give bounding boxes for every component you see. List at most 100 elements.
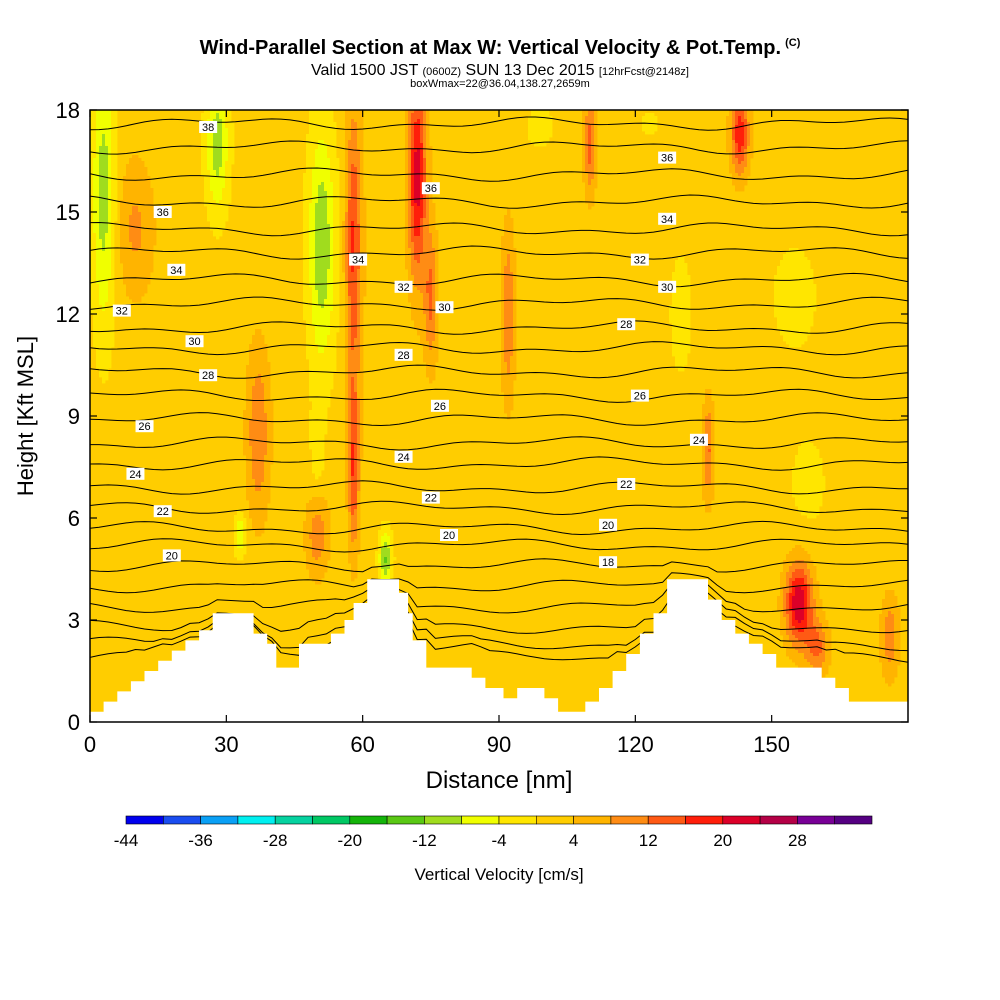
velocity-cell bbox=[108, 341, 112, 345]
velocity-cell bbox=[783, 254, 787, 258]
velocity-cell bbox=[144, 272, 148, 276]
velocity-cell bbox=[324, 272, 328, 276]
velocity-cell bbox=[111, 317, 115, 321]
velocity-cell bbox=[123, 203, 127, 207]
velocity-cell bbox=[345, 260, 349, 264]
velocity-cell bbox=[357, 170, 361, 174]
velocity-cell bbox=[594, 125, 598, 129]
velocity-cell bbox=[150, 194, 154, 198]
velocity-cell bbox=[336, 284, 340, 288]
velocity-cell bbox=[414, 296, 418, 300]
velocity-cell bbox=[129, 185, 133, 189]
velocity-cell bbox=[123, 263, 127, 267]
velocity-cell bbox=[354, 236, 358, 240]
velocity-cell bbox=[318, 185, 322, 189]
velocity-cell bbox=[93, 302, 97, 306]
velocity-cell bbox=[351, 236, 355, 240]
velocity-cell bbox=[327, 332, 331, 336]
velocity-cell bbox=[798, 272, 802, 276]
velocity-cell bbox=[219, 110, 223, 114]
velocity-cell bbox=[735, 140, 739, 144]
velocity-cell bbox=[423, 302, 427, 306]
velocity-cell bbox=[684, 317, 688, 321]
velocity-cell bbox=[678, 260, 682, 264]
velocity-cell bbox=[111, 278, 115, 282]
velocity-cell bbox=[432, 335, 436, 339]
velocity-cell bbox=[804, 335, 808, 339]
velocity-cell bbox=[312, 239, 316, 243]
velocity-cell bbox=[99, 161, 103, 165]
velocity-cell bbox=[426, 227, 430, 231]
velocity-cell bbox=[318, 320, 322, 324]
velocity-cell bbox=[414, 224, 418, 228]
velocity-cell bbox=[348, 164, 352, 168]
velocity-cell bbox=[411, 182, 415, 186]
velocity-cell bbox=[327, 128, 331, 132]
velocity-cell bbox=[315, 341, 319, 345]
velocity-cell bbox=[351, 200, 355, 204]
velocity-cell bbox=[129, 290, 133, 294]
velocity-cell bbox=[120, 209, 124, 213]
velocity-cell bbox=[318, 347, 322, 351]
velocity-cell bbox=[783, 335, 787, 339]
velocity-cell bbox=[207, 194, 211, 198]
velocity-cell bbox=[111, 239, 115, 243]
velocity-cell bbox=[351, 158, 355, 162]
velocity-cell bbox=[537, 137, 541, 141]
velocity-cell bbox=[432, 233, 436, 237]
velocity-cell bbox=[357, 194, 361, 198]
velocity-cell bbox=[222, 182, 226, 186]
velocity-cell bbox=[405, 239, 409, 243]
velocity-cell bbox=[312, 161, 316, 165]
velocity-cell bbox=[735, 122, 739, 126]
velocity-cell bbox=[102, 137, 106, 141]
velocity-cell bbox=[348, 224, 352, 228]
velocity-cell bbox=[684, 269, 688, 273]
velocity-cell bbox=[210, 152, 214, 156]
velocity-cell bbox=[321, 281, 325, 285]
velocity-cell bbox=[309, 218, 313, 222]
velocity-cell bbox=[345, 245, 349, 249]
velocity-cell bbox=[228, 143, 232, 147]
velocity-cell bbox=[501, 284, 505, 288]
velocity-cell bbox=[213, 221, 217, 225]
velocity-cell bbox=[219, 149, 223, 153]
velocity-cell bbox=[330, 212, 334, 216]
velocity-cell bbox=[315, 224, 319, 228]
velocity-cell bbox=[303, 311, 307, 315]
velocity-cell bbox=[96, 260, 100, 264]
velocity-cell bbox=[408, 269, 412, 273]
velocity-cell bbox=[312, 281, 316, 285]
velocity-cell bbox=[504, 329, 508, 333]
velocity-cell bbox=[744, 182, 748, 186]
velocity-cell bbox=[804, 266, 808, 270]
velocity-cell bbox=[780, 287, 784, 291]
velocity-cell bbox=[264, 353, 268, 357]
velocity-cell bbox=[336, 194, 340, 198]
velocity-cell bbox=[114, 191, 118, 195]
velocity-cell bbox=[135, 290, 139, 294]
velocity-cell bbox=[681, 323, 685, 327]
velocity-cell bbox=[408, 278, 412, 282]
velocity-cell bbox=[414, 200, 418, 204]
velocity-cell bbox=[417, 248, 421, 252]
velocity-cell bbox=[309, 332, 313, 336]
velocity-cell bbox=[792, 308, 796, 312]
velocity-cell bbox=[105, 191, 109, 195]
velocity-cell bbox=[102, 191, 106, 195]
velocity-cell bbox=[585, 137, 589, 141]
velocity-cell bbox=[204, 179, 208, 183]
velocity-cell bbox=[303, 290, 307, 294]
velocity-cell bbox=[315, 314, 319, 318]
velocity-cell bbox=[336, 242, 340, 246]
velocity-cell bbox=[228, 125, 232, 129]
velocity-cell bbox=[315, 227, 319, 231]
velocity-cell bbox=[315, 116, 319, 120]
velocity-cell bbox=[408, 233, 412, 237]
velocity-cell bbox=[126, 176, 130, 180]
velocity-cell bbox=[735, 128, 739, 132]
velocity-cell bbox=[108, 308, 112, 312]
velocity-cell bbox=[417, 116, 421, 120]
velocity-cell bbox=[582, 176, 586, 180]
velocity-cell bbox=[744, 113, 748, 117]
